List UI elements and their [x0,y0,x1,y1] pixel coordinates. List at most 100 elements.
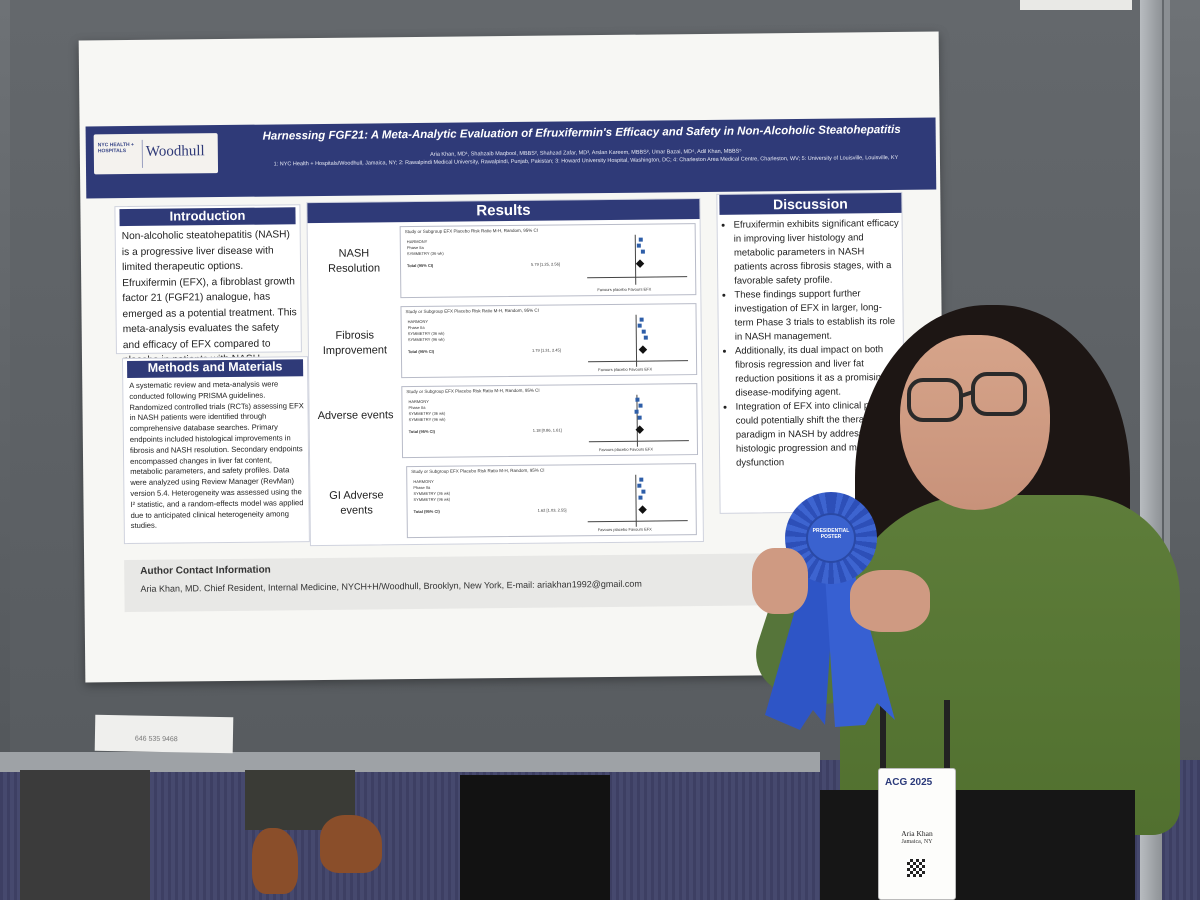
brown-shoe [252,828,298,894]
top-note [1020,0,1132,10]
results-heading: Results [307,199,700,224]
contact-section: Author Contact Information Aria Khan, MD… [124,553,765,613]
plot-header: Study or Subgroup EFX Placebo Risk Ratio… [406,387,540,395]
plot-point [639,317,644,322]
person-leg-left [20,770,150,900]
plot-total: Total (95% CI) [407,348,435,355]
plot-row: SYMMETRY (36 wk) [406,250,444,257]
forest-plot-gi-adverse: Study or Subgroup EFX Placebo Risk Ratio… [406,463,697,539]
plot-row: HARMONY [408,398,429,405]
badge-city: Jamaica, NY [901,839,933,845]
plot-axis [587,276,688,279]
badge-logo: ACG 2025 [885,777,933,788]
plot-total: Total (95% CI) [408,428,435,435]
plot-point [638,495,643,500]
plot-summary-diamond [635,259,645,268]
brown-shoe [320,815,382,873]
lanyard [880,700,950,780]
logo-site-name: Woodhull [145,143,205,160]
plot-total: Total (95% CI) [413,508,440,515]
result-label-fibrosis: Fibrosis Improvement [322,329,388,357]
poster-header: NYC HEALTH + HOSPITALS Woodhull Harnessi… [85,117,937,199]
plot-point [641,489,646,494]
forest-plot-adverse: Study or Subgroup EFX Placebo Risk Ratio… [401,383,699,459]
plot-point [641,329,646,334]
plot-row: SYMMETRY (36 wk) [408,410,446,417]
person-leg [460,775,610,900]
introduction-section: Introduction Non-alcoholic steatohepatit… [114,204,302,366]
plot-axis-label: Favours placebo Favours EFX [597,526,652,533]
ribbon-tails-icon [765,575,895,730]
ribbon-text: PRESIDENTIAL POSTER [812,528,850,540]
result-label-gi-adverse: GI Adverse events [329,489,384,517]
poster-authors: Aria Khan, MD¹, Shahzaib Maqbool, MBBS²,… [266,146,906,169]
plot-point [639,477,644,482]
forest-plot-nash: Study or Subgroup EFX Placebo Risk Ratio… [399,223,697,299]
discussion-bullet: Efruxifermin exhibits significant effica… [734,217,901,289]
plot-total: Total (95% CI) [407,262,434,269]
plot-row: HARMONY [407,318,429,325]
logo-separator [141,139,143,168]
result-label-adverse: Adverse events [317,409,394,423]
plot-point [636,243,641,248]
plot-row: HARMONY [413,478,434,485]
plot-null-line [636,394,638,447]
plot-axis-label: Favours placebo Favours EFX [598,446,654,453]
plot-point [638,237,643,242]
presenter-hand [752,548,808,614]
plot-row: Phase IIa [413,484,431,491]
plot-header: Study or Subgroup EFX Placebo Risk Ratio… [404,227,539,235]
presenter-face [900,335,1050,510]
badge-name: Aria Khan [901,829,933,838]
plot-axis [588,440,689,443]
plot-point [637,483,642,488]
plot-row: Phase IIa [406,244,424,251]
plot-header: Study or Subgroup EFX Placebo Risk Ratio… [411,467,545,475]
presenter-pants [820,790,1135,900]
discussion-bullet: These findings support further investiga… [734,287,901,345]
plot-effect: 1.79 [1.31, 2.45] [531,347,561,353]
discussion-heading: Discussion [719,192,902,215]
results-section: Results NASH Resolution Fibrosis Improve… [306,198,704,547]
plot-row: SYMMETRY (96 wk) [408,416,446,423]
plot-point [640,249,645,254]
presenter-hand [850,570,930,632]
plot-null-line [635,314,638,367]
result-label-nash: NASH Resolution [328,247,381,275]
phone-number: 646 535 9468 [134,735,178,744]
poster-title: Harnessing FGF21: A Meta-Analytic Evalua… [262,123,901,143]
ribbon-center [806,513,856,563]
plot-axis [588,360,689,363]
hospital-logo: NYC HEALTH + HOSPITALS Woodhull [93,133,219,175]
plot-row: SYMMETRY (96 wk) [407,336,445,343]
phone-note: 646 535 9468 [94,714,234,754]
introduction-text: Non-alcoholic steatohepatitis (NASH) is … [121,229,297,366]
plot-row: HARMONY [406,238,428,245]
plot-effect: 1.62 [1.03, 2.55] [537,507,567,513]
introduction-heading: Introduction [119,207,296,227]
qr-code-icon [907,859,925,877]
plot-row: SYMMETRY (96 wk) [413,496,451,503]
methods-heading: Methods and Materials [127,359,304,379]
plot-point [638,403,643,408]
plot-null-line [635,474,637,527]
plot-row: Phase IIa [408,404,426,411]
contact-text: Aria Khan, MD. Chief Resident, Internal … [140,578,642,594]
plot-point [634,409,639,414]
plot-axis-label: Favours placebo Favours EFX [597,286,652,293]
plot-effect: 5.79 [1.25, 2.56] [531,261,560,267]
plot-row: SYMMETRY (36 wk) [407,330,445,337]
glasses-icon [907,372,1027,422]
plot-row: Phase IIa [407,324,425,331]
plot-point [635,397,640,402]
plot-axis [587,520,688,523]
plot-row: SYMMETRY (36 wk) [413,490,451,497]
nyc-health-logo-text: NYC HEALTH + HOSPITALS [97,141,134,155]
plot-point [637,323,642,328]
plot-axis-label: Favours placebo Favours EFX [598,366,653,373]
plot-point [643,335,648,340]
methods-text: A systematic review and meta-analysis we… [129,379,304,531]
conference-badge: ACG 2025 Aria Khan Jamaica, NY [878,768,956,900]
plot-header: Study or Subgroup EFX Placebo Risk Ratio… [405,307,539,315]
plot-point [637,415,642,420]
